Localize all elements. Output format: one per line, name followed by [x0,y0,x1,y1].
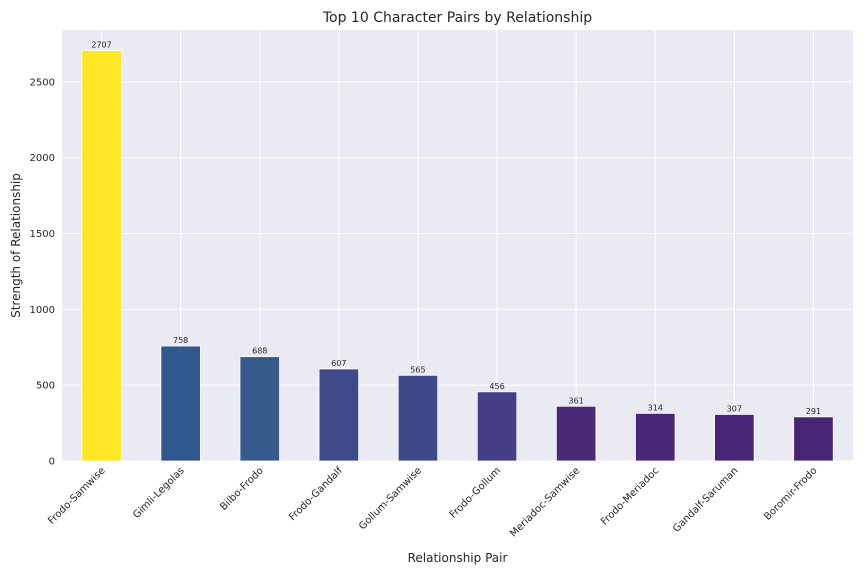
y-tick-label: 2500 [30,77,55,88]
y-axis-ticks: 0 500 1000 1500 2000 2500 [30,77,55,467]
y-tick-label: 1500 [30,229,55,240]
data-label: 607 [331,359,346,368]
data-label: 291 [806,407,821,416]
data-label: 2707 [91,40,111,49]
bar [397,374,439,462]
y-axis-label: Strength of Relationship [9,173,23,318]
x-tick-label: Gimli-Legolas [131,465,187,521]
bar [714,414,755,462]
chart-title: Top 10 Character Pairs by Relationship [322,10,592,26]
y-tick-label: 2000 [30,153,55,164]
x-tick-label: Gandalf-Saruman [671,465,740,534]
x-tick-label: Bilbo-Frodo [218,465,266,513]
bar [239,356,280,462]
bar [81,50,122,462]
x-tick-label: Boromir-Frodo [762,465,819,522]
bar [793,416,834,462]
y-tick-label: 1000 [30,305,55,316]
bar [555,405,597,462]
data-label: 688 [252,347,267,356]
bar [476,391,518,462]
data-label: 565 [410,365,425,374]
x-tick-label: Meriadoc-Samwise [508,465,582,539]
bar [318,368,360,462]
x-tick-label: Frodo-Gandalf [287,465,345,523]
x-tick-label: Frodo-Gollum [448,465,503,520]
data-labels: 2707 758 688 607 565 456 361 314 307 291 [91,40,821,415]
x-axis-ticks: Frodo-Samwise Gimli-Legolas Bilbo-Frodo Fro… [46,465,819,540]
x-tick-label: Gollum-Samwise [357,465,424,532]
data-label: 307 [727,404,742,413]
bars [81,50,834,462]
data-label: 314 [648,403,663,412]
x-tick-label: Frodo-Meriadoc [599,465,661,527]
data-label: 361 [569,396,584,405]
bar [635,412,676,462]
data-label: 758 [173,336,188,345]
y-tick-label: 0 [49,457,55,468]
x-tick-label: Frodo-Samwise [46,465,107,526]
y-tick-label: 500 [36,381,55,392]
bar [160,345,201,462]
x-axis-label: Relationship Pair [408,551,508,565]
data-label: 456 [489,382,504,391]
